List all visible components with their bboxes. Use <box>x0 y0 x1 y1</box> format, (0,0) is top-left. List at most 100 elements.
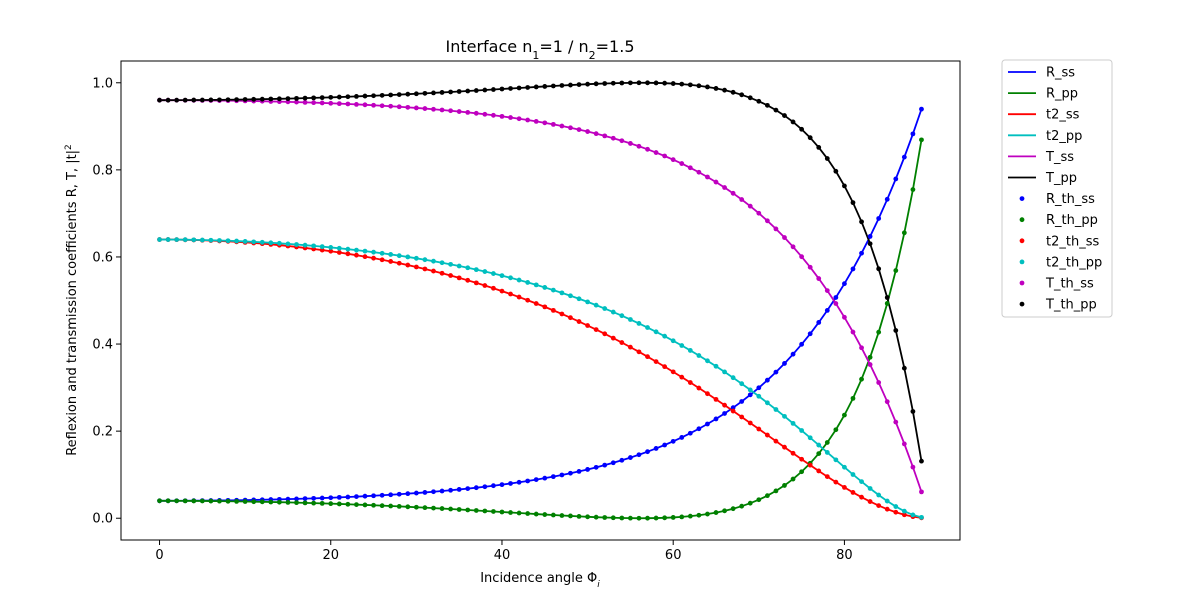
data-point-R_th_ss <box>670 438 676 444</box>
data-point-t2_th_ss <box>653 359 659 364</box>
data-point-R_th_pp <box>508 510 513 515</box>
data-point-t2_th_ss <box>388 259 394 264</box>
legend-item-t2_pp: t2_pp <box>1008 129 1082 144</box>
data-point-T_th_pp <box>482 87 488 93</box>
data-point-T_th_ss <box>705 174 710 180</box>
data-point-T_th_ss <box>764 218 770 224</box>
data-point-T_th_pp <box>328 94 334 100</box>
data-point-t2_th_pp <box>799 428 805 433</box>
data-point-t2_th_ss <box>816 468 822 474</box>
data-point-T_th_ss <box>833 301 839 306</box>
legend-label: T_th_pp <box>1045 298 1097 313</box>
data-point-t2_th_ss <box>568 315 573 321</box>
data-point-t2_th_pp <box>482 269 488 274</box>
legend-label: R_th_pp <box>1046 213 1098 228</box>
data-point-t2_th_pp <box>268 240 274 246</box>
data-point-T_th_ss <box>396 104 402 110</box>
data-point-t2_th_pp <box>876 492 882 498</box>
data-point-T_th_pp <box>319 95 325 101</box>
data-point-T_th_pp <box>448 89 454 95</box>
data-point-R_th_pp <box>662 515 668 521</box>
data-point-t2_th_pp <box>499 273 505 279</box>
data-point-R_th_ss <box>610 460 616 466</box>
data-point-t2_th_pp <box>362 248 368 254</box>
data-point-R_th_ss <box>662 442 668 448</box>
legend-label: t2_ss <box>1046 108 1080 123</box>
data-point-R_th_ss <box>568 470 573 476</box>
y-tick-label: 1.0 <box>92 76 113 91</box>
data-point-t2_th_pp <box>379 250 385 256</box>
data-point-T_th_pp <box>816 144 822 150</box>
data-point-T_th_pp <box>413 91 419 97</box>
data-point-T_th_pp <box>234 97 239 103</box>
data-point-t2_th_pp <box>585 299 590 305</box>
data-point-t2_th_pp <box>542 285 548 290</box>
data-point-t2_th_pp <box>602 306 608 311</box>
data-point-R_th_ss <box>859 250 864 256</box>
data-point-t2_th_pp <box>525 280 531 285</box>
data-point-T_th_pp <box>842 183 847 189</box>
series-line-t2_pp <box>159 238 922 519</box>
series-T_ss <box>159 99 923 493</box>
data-point-t2_th_pp <box>807 435 813 441</box>
data-point-t2_th_ss <box>533 301 539 306</box>
data-point-R_th_pp <box>722 508 727 514</box>
data-point-T_th_ss <box>413 105 419 111</box>
data-point-R_th_pp <box>499 509 505 515</box>
data-point-T_th_pp <box>884 295 890 300</box>
data-point-t2_th_pp <box>610 309 616 315</box>
data-point-T_th_pp <box>157 97 162 103</box>
data-point-R_th_ss <box>901 154 907 160</box>
data-point-R_th_pp <box>328 501 334 507</box>
data-point-T_th_ss <box>713 179 719 185</box>
legend-item-T_ss: T_ss <box>1008 150 1074 165</box>
data-point-t2_th_pp <box>850 472 856 477</box>
series-R_pp <box>159 139 923 520</box>
data-point-R_th_pp <box>610 515 616 521</box>
data-point-R_th_ss <box>790 351 796 357</box>
y-tick-label: 0.4 <box>92 338 113 353</box>
data-point-T_th_ss <box>456 109 462 114</box>
data-point-t2_th_pp <box>319 244 325 250</box>
data-point-R_th_pp <box>456 507 462 512</box>
data-point-t2_th_pp <box>790 420 796 426</box>
data-point-t2_th_pp <box>739 381 745 387</box>
data-point-T_th_pp <box>876 266 882 272</box>
data-point-t2_th_pp <box>662 333 668 339</box>
data-point-t2_th_ss <box>602 331 608 337</box>
data-point-t2_th_pp <box>568 293 573 299</box>
data-point-T_th_ss <box>319 100 325 106</box>
data-point-R_th_ss <box>422 490 428 495</box>
data-point-T_th_ss <box>336 101 342 107</box>
data-point-R_th_pp <box>345 501 351 507</box>
legend-marker-T_th_ss <box>1019 280 1025 286</box>
data-point-T_th_pp <box>867 241 873 247</box>
data-point-R_th_pp <box>362 502 368 508</box>
data-point-R_th_pp <box>679 514 685 520</box>
data-point-R_th_ss <box>473 485 479 491</box>
data-point-t2_th_pp <box>833 457 839 463</box>
data-point-R_th_pp <box>559 513 565 518</box>
data-point-T_th_ss <box>491 112 496 118</box>
data-point-R_th_pp <box>833 427 839 433</box>
data-point-t2_th_pp <box>593 302 599 308</box>
data-point-T_th_ss <box>550 121 556 127</box>
data-point-R_th_pp <box>576 514 582 519</box>
data-point-t2_th_ss <box>379 257 385 263</box>
data-point-T_th_pp <box>362 93 368 99</box>
data-point-T_th_ss <box>901 441 907 447</box>
legend-item-R_pp: R_pp <box>1008 87 1078 102</box>
data-point-R_th_ss <box>371 493 376 499</box>
series-t2_th_ss <box>157 237 924 521</box>
data-point-t2_th_pp <box>910 512 916 518</box>
data-point-T_th_pp <box>919 458 924 464</box>
data-point-t2_th_ss <box>722 402 727 408</box>
data-point-R_th_ss <box>302 496 308 502</box>
data-point-T_th_pp <box>533 84 539 90</box>
data-point-t2_th_pp <box>208 237 214 243</box>
data-point-T_th_pp <box>824 156 830 161</box>
data-point-T_th_pp <box>585 81 590 87</box>
legend-label: T_th_ss <box>1045 277 1094 292</box>
data-point-t2_th_pp <box>285 241 291 247</box>
data-point-t2_th_ss <box>893 509 899 515</box>
